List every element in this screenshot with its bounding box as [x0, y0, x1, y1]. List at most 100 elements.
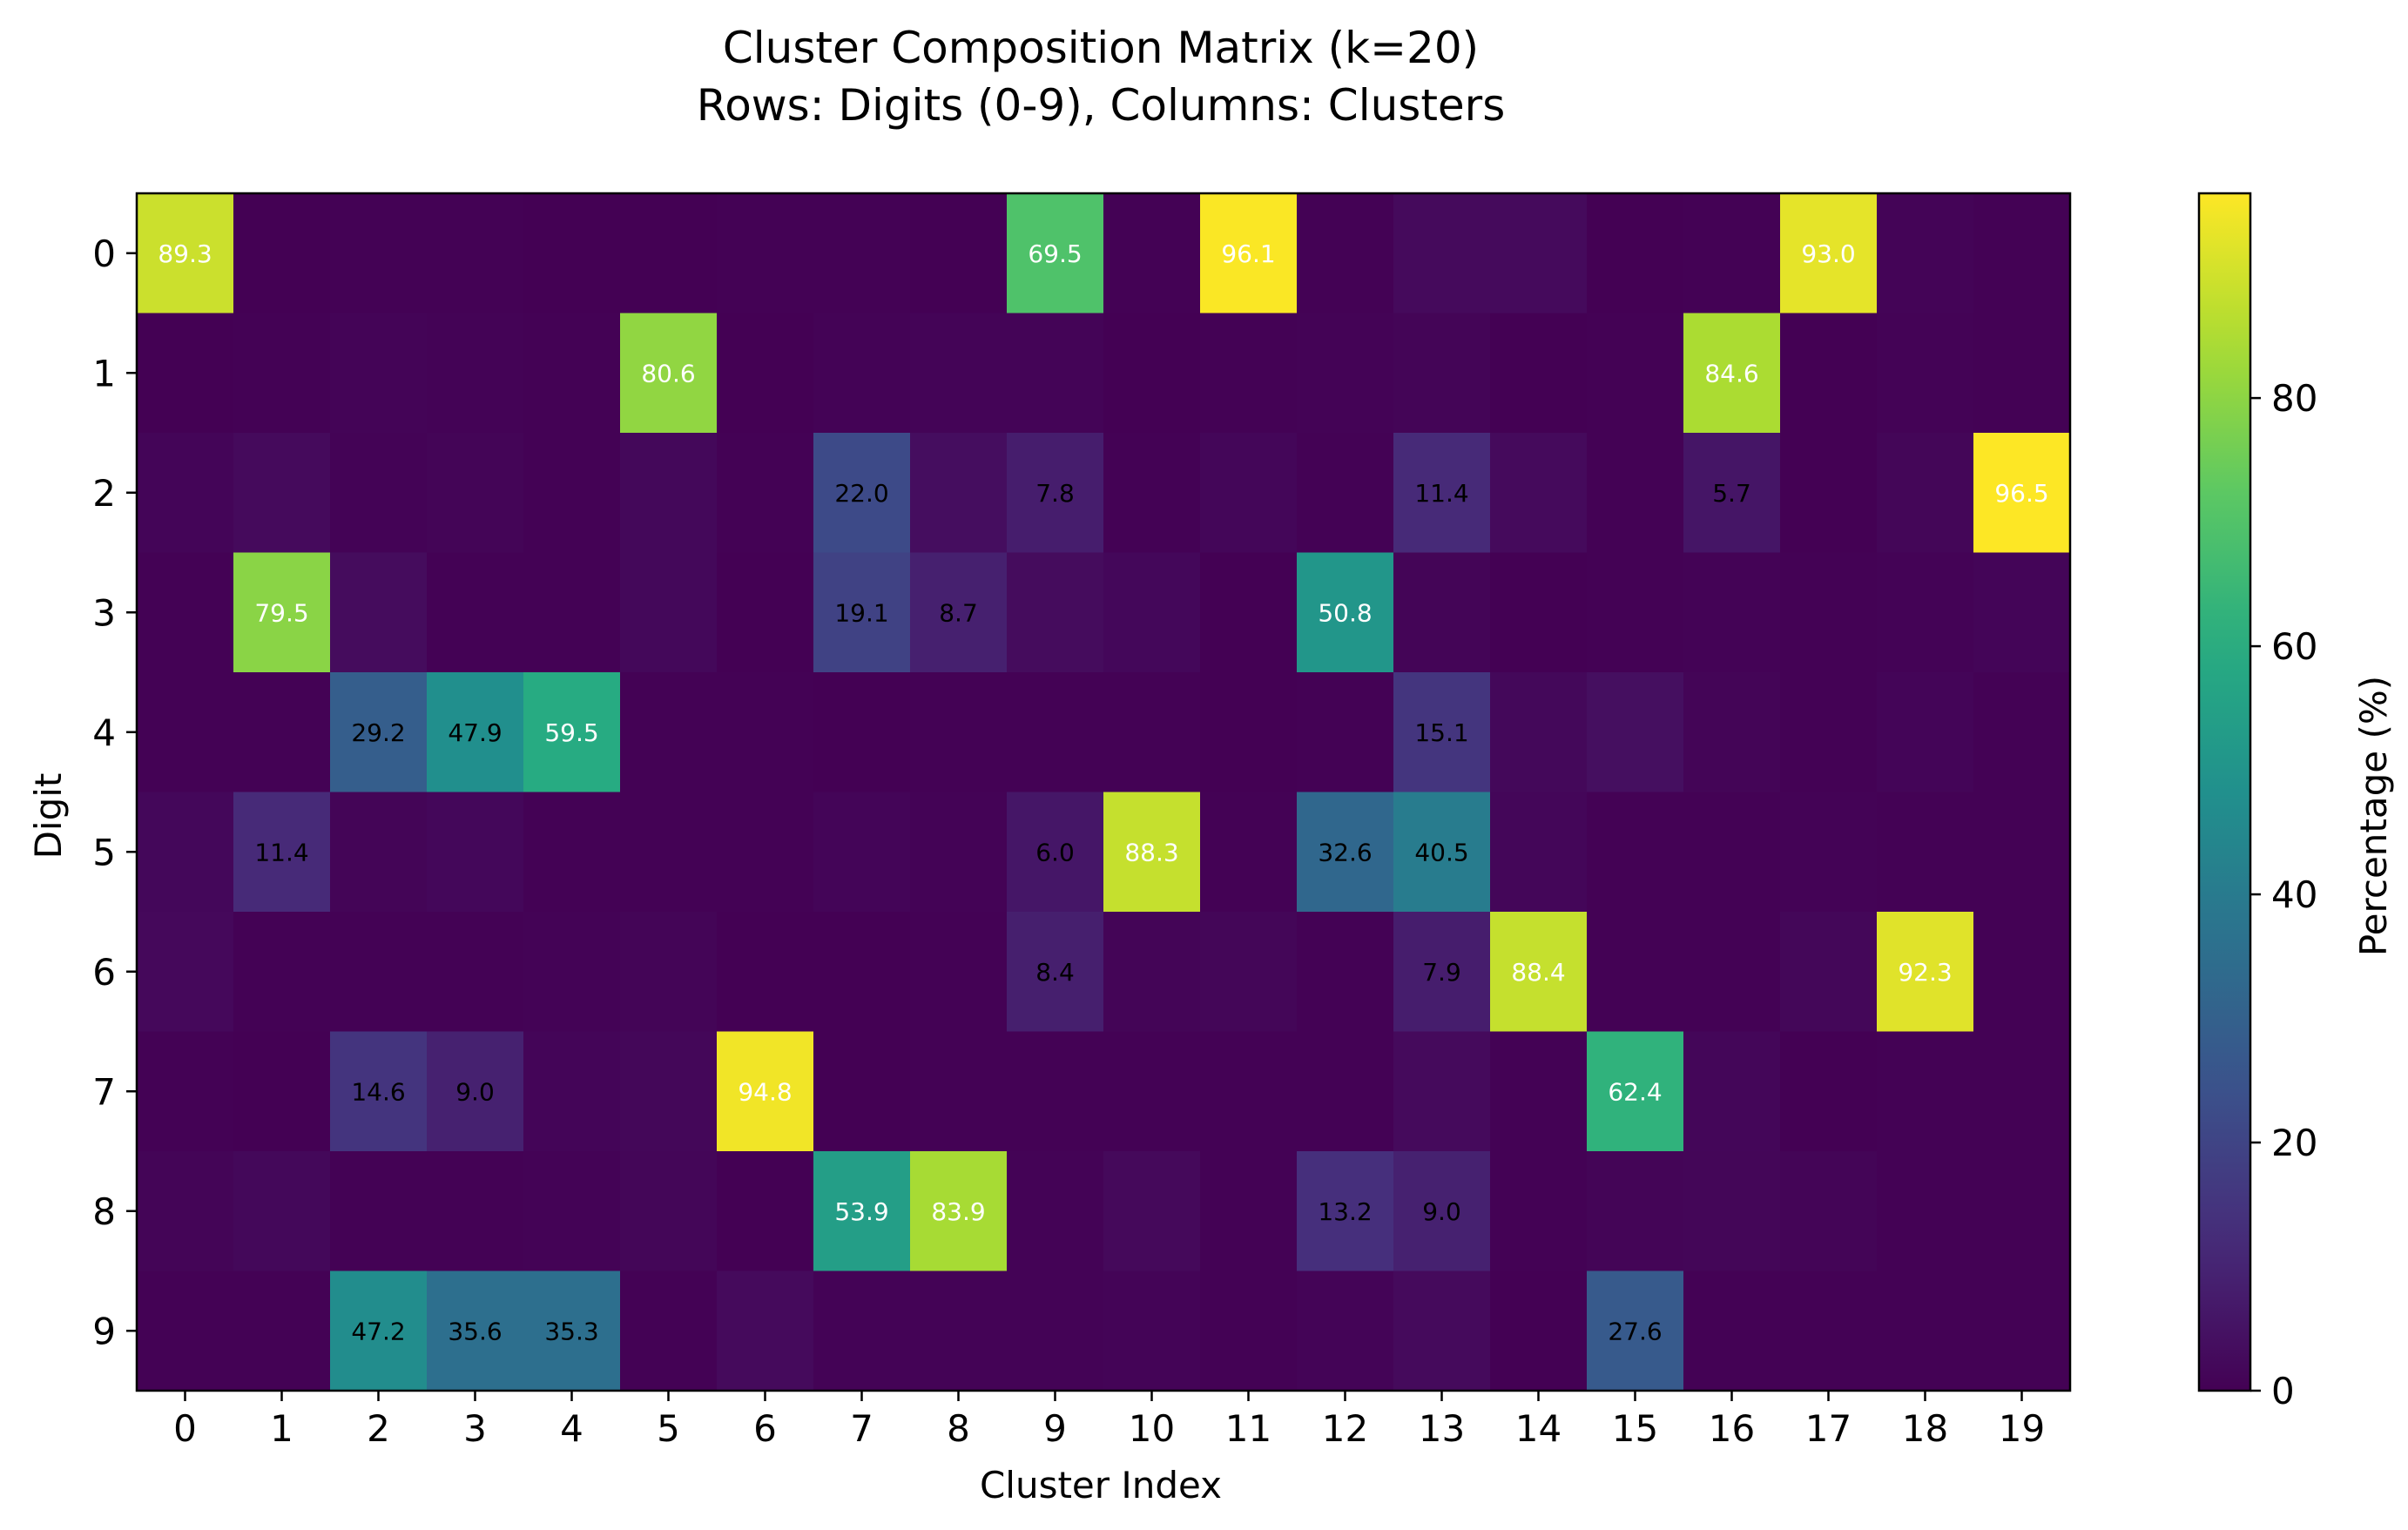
cell-value-label: 80.6 — [641, 359, 695, 388]
cell-value-label: 7.9 — [1422, 958, 1461, 987]
heatmap-cell — [1587, 792, 1684, 913]
heatmap-cell — [1103, 672, 1201, 793]
heatmap-cell — [233, 1031, 331, 1152]
heatmap-cell — [1683, 1271, 1781, 1392]
heatmap-cell — [1490, 552, 1588, 673]
heatmap-cell — [717, 1151, 814, 1272]
heatmap-cell — [1877, 1031, 1974, 1152]
heatmap-cell — [1587, 193, 1684, 314]
heatmap-cell — [1007, 792, 1104, 913]
heatmap-cell — [1780, 672, 1878, 793]
x-tick-label: 8 — [947, 1407, 970, 1450]
cell-value-label: 69.5 — [1028, 239, 1082, 268]
heatmap-cell — [1877, 792, 1974, 913]
heatmap-cell — [523, 433, 621, 554]
cell-value-label: 53.9 — [834, 1197, 888, 1226]
colorbar — [2197, 192, 2252, 1392]
cell-value-label: 88.3 — [1124, 838, 1178, 866]
cell-value-label: 7.8 — [1035, 479, 1075, 508]
heatmap-cell — [1683, 552, 1781, 673]
heatmap-cell — [1297, 1271, 1394, 1392]
heatmap-cell — [620, 1271, 718, 1392]
cell-value-label: 84.6 — [1704, 359, 1758, 388]
heatmap-cell — [620, 1151, 718, 1272]
heatmap-cell — [233, 1271, 331, 1392]
heatmap-cell — [620, 912, 718, 1033]
heatmap-cell — [427, 1271, 524, 1392]
x-tick-label: 13 — [1419, 1407, 1465, 1450]
heatmap-cell — [1973, 1031, 2071, 1152]
heatmap-cell — [910, 672, 1008, 793]
heatmap-cell — [1297, 1031, 1394, 1152]
heatmap-cell — [233, 313, 331, 434]
cell-value-label: 8.4 — [1035, 958, 1075, 987]
x-tick-label: 9 — [1043, 1407, 1067, 1450]
heatmap-cell — [1297, 792, 1394, 913]
heatmap-cell — [717, 193, 814, 314]
x-tick-label: 4 — [560, 1407, 583, 1450]
cell-value-label: 96.1 — [1221, 239, 1275, 268]
heatmap-cell — [1200, 313, 1298, 434]
heatmap-cell — [1683, 672, 1781, 793]
cell-value-label: 50.8 — [1318, 598, 1372, 627]
heatmap-cell — [1780, 1271, 1878, 1392]
cell-value-label: 47.2 — [351, 1317, 405, 1345]
heatmap-cell — [330, 672, 428, 793]
y-tick-label: 5 — [92, 831, 116, 873]
x-tick-label: 17 — [1805, 1407, 1852, 1450]
heatmap-cell — [620, 672, 718, 793]
colorbar-tick-label: 20 — [2271, 1122, 2317, 1164]
x-tick-label: 19 — [1999, 1407, 2045, 1450]
cell-value-label: 6.0 — [1035, 838, 1075, 866]
heatmap-cell — [1007, 1151, 1104, 1272]
cell-value-label: 19.1 — [834, 598, 888, 627]
heatmap-cell — [1393, 193, 1491, 314]
heatmap-cell — [137, 792, 234, 913]
y-tick-label: 2 — [92, 472, 116, 515]
y-tick-label: 3 — [92, 591, 116, 634]
heatmap-cell — [910, 792, 1008, 913]
cell-value-label: 5.7 — [1712, 479, 1751, 508]
x-tick-label: 16 — [1709, 1407, 1755, 1450]
heatmap-cell — [1200, 1151, 1298, 1272]
heatmap-cell — [427, 313, 524, 434]
heatmap-cells — [137, 193, 2071, 1392]
heatmap-cell — [1973, 552, 2071, 673]
y-tick-label: 9 — [92, 1310, 116, 1352]
x-axis-label: Cluster Index — [980, 1464, 1222, 1506]
heatmap-cell — [233, 193, 331, 314]
heatmap-cell — [1103, 1031, 1201, 1152]
heatmap-cell — [1587, 672, 1684, 793]
cell-value-label: 83.9 — [931, 1197, 985, 1226]
heatmap-cell — [1103, 552, 1201, 673]
heatmap-cell — [1393, 912, 1491, 1033]
heatmap-cell — [427, 912, 524, 1033]
x-tick-label: 18 — [1902, 1407, 1948, 1450]
y-tick-label: 8 — [92, 1190, 116, 1233]
heatmap-cell — [1393, 672, 1491, 793]
heatmap-cell — [1683, 313, 1781, 434]
heatmap-cell — [1297, 193, 1394, 314]
heatmap-cell — [1877, 672, 1974, 793]
heatmap-cell — [1973, 193, 2071, 314]
cell-value-label: 11.4 — [254, 838, 308, 866]
cell-value-label: 32.6 — [1318, 838, 1372, 866]
heatmap-cell — [1007, 552, 1104, 673]
heatmap-cell — [1490, 672, 1588, 793]
heatmap-cell — [813, 193, 911, 314]
x-tick-label: 12 — [1322, 1407, 1368, 1450]
heatmap-cell — [1103, 912, 1201, 1033]
chart-title: Cluster Composition Matrix (k=20) — [723, 23, 1479, 73]
heatmap-cell — [137, 1271, 234, 1392]
heatmap-cell — [1393, 1151, 1491, 1272]
heatmap-cell — [1780, 313, 1878, 434]
heatmap-cell — [717, 552, 814, 673]
heatmap-cell — [330, 1031, 428, 1152]
cell-value-label: 93.0 — [1801, 239, 1855, 268]
heatmap-cell — [910, 313, 1008, 434]
cell-value-label: 40.5 — [1414, 838, 1468, 866]
heatmap-cell — [523, 313, 621, 434]
heatmap-cell — [427, 193, 524, 314]
heatmap-cell — [523, 912, 621, 1033]
